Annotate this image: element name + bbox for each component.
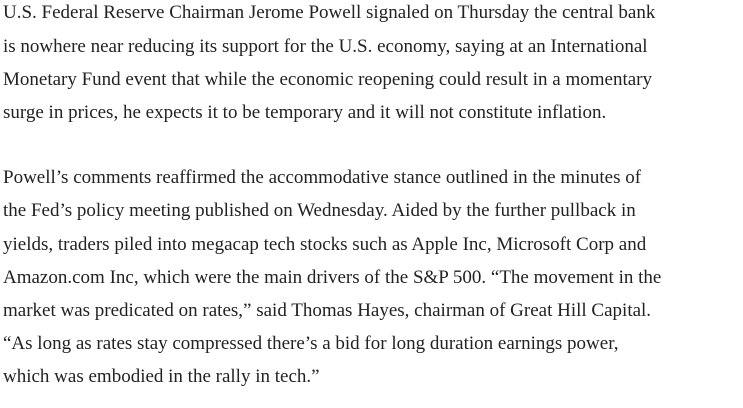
paragraph-line: surge in prices, he expects it to be tem… xyxy=(3,102,607,123)
paragraph-line: the Fed’s policy meeting published on We… xyxy=(3,200,636,221)
paragraph-line: Powell’s comments reaffirmed the accommo… xyxy=(3,167,642,188)
paragraph-line: which was embodied in the rally in tech.… xyxy=(3,366,320,387)
paragraph-line: yields, traders piled into megacap tech … xyxy=(3,234,647,255)
paragraph-line: Amazon.com Inc, which were the main driv… xyxy=(3,267,662,288)
paragraph-line: is nowhere near reducing its support for… xyxy=(3,36,648,57)
paragraph-line: U.S. Federal Reserve Chairman Jerome Pow… xyxy=(3,2,656,23)
paragraph-line: Monetary Fund event that while the econo… xyxy=(3,69,652,90)
paragraph-line: “As long as rates stay compressed there’… xyxy=(3,333,619,354)
paragraph-line: market was predicated on rates,” said Th… xyxy=(3,300,652,321)
